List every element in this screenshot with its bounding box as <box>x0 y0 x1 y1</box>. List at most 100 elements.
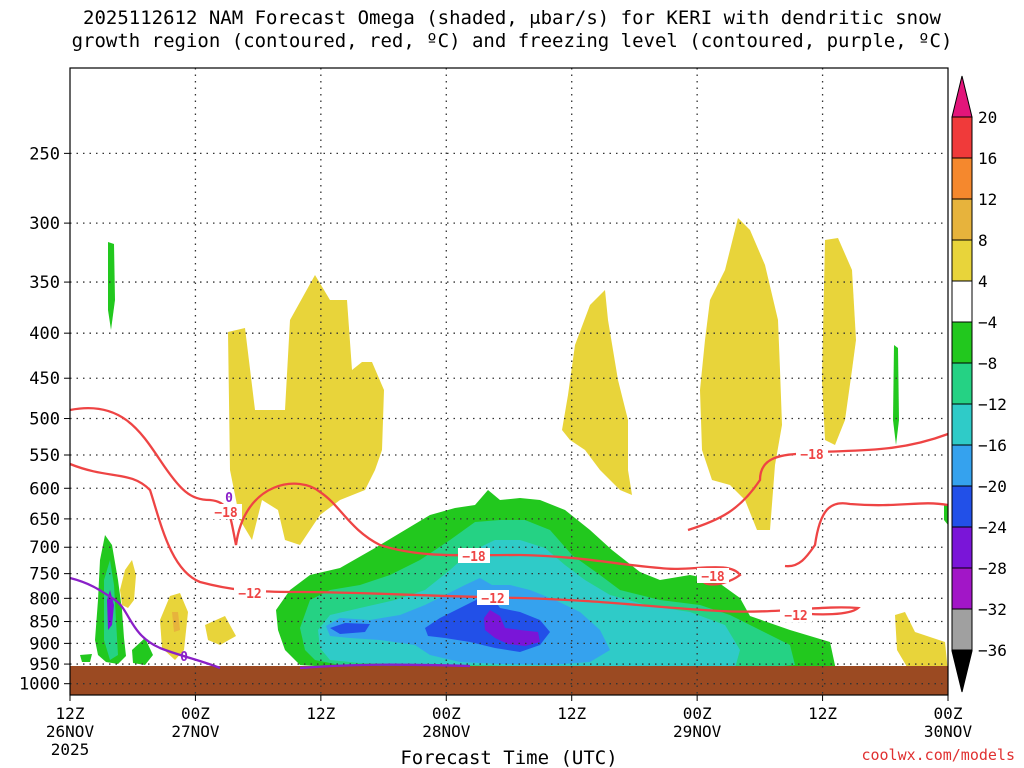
x-tick-label-date: 26NOV <box>46 722 95 741</box>
y-tick-label: 600 <box>29 479 60 499</box>
colorbar-segment <box>951 198 973 241</box>
omega-shaded-region <box>80 654 92 662</box>
colorbar-segment <box>951 444 973 487</box>
red-contour-label: −18 <box>701 570 725 585</box>
contour-label-background <box>210 504 242 519</box>
chart-title-line-1: 2025112612 NAM Forecast Omega (shaded, μ… <box>83 7 941 29</box>
x-tick-label-time: 12Z <box>808 704 837 723</box>
x-tick-label-time: 00Z <box>181 704 210 723</box>
grid-layer <box>70 68 948 695</box>
colorbar-label: −12 <box>978 395 1007 414</box>
dgz-contour-upper <box>69 406 742 586</box>
contour-layer <box>69 406 949 670</box>
x-tick-label-date: 30NOV <box>924 722 973 741</box>
omega-shaded-region <box>893 345 899 445</box>
colorbar-label: 4 <box>978 272 988 291</box>
colorbar-label: −4 <box>978 313 997 332</box>
omega-shaded-region <box>944 505 948 525</box>
x-tick-label-time: 12Z <box>557 704 586 723</box>
contour-label-background <box>796 446 828 461</box>
axes-layer: 2503003504004505005506006507007508008509… <box>19 144 972 759</box>
colorbar-segment <box>951 362 973 405</box>
omega-shaded-region <box>108 242 115 330</box>
chart-title-line-2: growth region (contoured, red, ºC) and f… <box>71 30 953 52</box>
y-tick-label: 250 <box>29 144 60 164</box>
x-tick-label-time: 00Z <box>432 704 461 723</box>
y-tick-label: 300 <box>29 214 60 234</box>
y-tick-label: 950 <box>29 655 60 675</box>
colorbar-segment <box>951 485 973 528</box>
omega-shaded-region <box>822 238 856 445</box>
contour-label-background <box>458 548 490 563</box>
colorbar-label: −24 <box>978 518 1007 537</box>
colorbar-segment <box>951 239 973 282</box>
contour-label-layer: −18 −18 −18 −18 −12 −12 −12 0 0 <box>180 446 828 665</box>
terrain <box>70 666 948 695</box>
x-axis-label: Forecast Time (UTC) <box>400 747 617 768</box>
red-contour-label: −18 <box>462 550 486 565</box>
colorbar-label: −20 <box>978 477 1007 496</box>
x-tick-label-time: 00Z <box>683 704 712 723</box>
omega-shading-layer <box>80 218 948 673</box>
freezing-level-contour <box>69 576 221 670</box>
dgz-contour-right-upper <box>687 432 949 532</box>
x-tick-label-date: 28NOV <box>422 722 471 741</box>
colorbar-bottom-arrow <box>951 650 973 693</box>
colorbar-label: −32 <box>978 600 1007 619</box>
x-tick-label-date: 29NOV <box>673 722 722 741</box>
omega-shaded-region <box>132 638 153 665</box>
colorbar-segment <box>951 608 973 651</box>
colorbar-top-arrow <box>951 75 973 118</box>
colorbar-label: −8 <box>978 354 997 373</box>
x-tick-label-year: 2025 <box>51 740 90 759</box>
omega-shaded-region <box>228 275 384 545</box>
freezing-level-contour-surface <box>299 663 471 670</box>
plot-frame <box>69 67 949 696</box>
colorbar-segment <box>951 526 973 569</box>
colorbar-segment <box>951 280 973 323</box>
colorbar-label: 20 <box>978 108 997 127</box>
colorbar-label: −28 <box>978 559 1007 578</box>
omega-shaded-region <box>895 612 948 672</box>
colorbar-label: −36 <box>978 641 1007 660</box>
y-tick-label: 1000 <box>19 675 60 695</box>
purple-contour-label: 0 <box>180 650 188 665</box>
contour-label-background <box>234 585 266 600</box>
y-tick-label: 800 <box>29 589 60 609</box>
y-tick-label: 700 <box>29 538 60 558</box>
y-tick-label: 450 <box>29 369 60 389</box>
y-tick-label: 650 <box>29 510 60 530</box>
colorbar: 20 16 12 8 4 −4 −8 −12 −16 −20 −24 −28 −32 −36 <box>951 75 1007 693</box>
dgz-contour-lower <box>69 462 861 616</box>
omega-shaded-region <box>107 590 114 630</box>
colorbar-label: 12 <box>978 190 997 209</box>
red-contour-label: −12 <box>481 592 504 607</box>
red-contour-label: −18 <box>214 506 238 521</box>
colorbar-segment <box>951 116 973 159</box>
red-contour-label: −18 <box>800 448 824 463</box>
colorbar-segment <box>951 321 973 364</box>
colorbar-segment <box>951 157 973 200</box>
colorbar-label: −16 <box>978 436 1007 455</box>
x-tick-label-time: 12Z <box>56 704 85 723</box>
y-tick-label: 850 <box>29 613 60 633</box>
omega-shaded-region <box>330 623 370 634</box>
omega-shaded-region <box>205 616 236 645</box>
credit-text: coolwx.com/models <box>861 746 1015 764</box>
red-contour-label: −12 <box>238 587 261 602</box>
contour-label-background <box>780 607 812 622</box>
x-tick-label-time: 00Z <box>934 704 963 723</box>
omega-shaded-region <box>172 612 180 632</box>
dgz-contour-right-lower <box>784 502 949 568</box>
y-tick-label: 550 <box>29 446 60 466</box>
purple-contour-label: 0 <box>225 491 233 506</box>
contour-label-background <box>697 568 729 583</box>
contour-label-background <box>477 590 509 605</box>
y-tick-label: 500 <box>29 410 60 430</box>
omega-shaded-region <box>484 610 540 646</box>
colorbar-label: 8 <box>978 231 988 250</box>
colorbar-segment <box>951 403 973 446</box>
y-tick-label: 750 <box>29 565 60 585</box>
colorbar-segment <box>951 567 973 610</box>
